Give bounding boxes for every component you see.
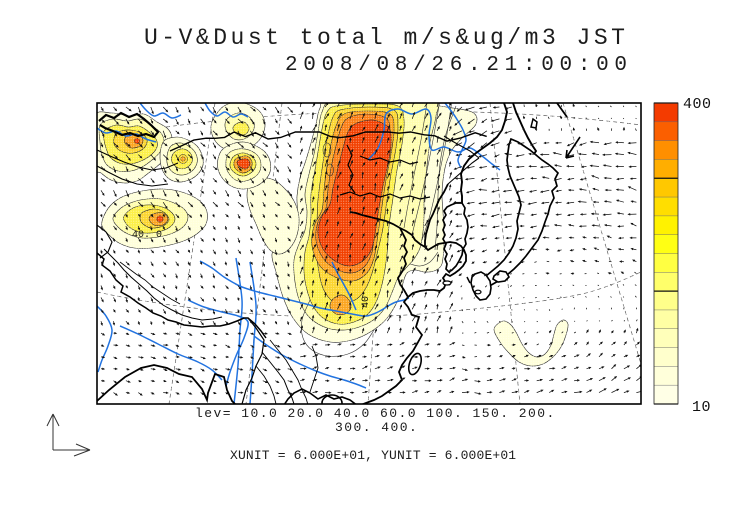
svg-text:lev= 10.0 20.0 40.0 60.0 100.: lev= 10.0 20.0 40.0 60.0 100. 150. 200. (195, 406, 556, 421)
svg-text:40. 0: 40. 0 (132, 230, 162, 241)
svg-text:U-V&Dust total m/s&ug/m3 JST: U-V&Dust total m/s&ug/m3 JST (144, 25, 628, 51)
svg-text:10: 10 (692, 399, 711, 416)
svg-text:2008/08/26.21:00:00: 2008/08/26.21:00:00 (285, 54, 633, 77)
svg-text:300. 400.: 300. 400. (335, 420, 418, 435)
svg-text:40: 40 (361, 296, 372, 308)
svg-text:XUNIT = 6.000E+01, YUNIT = 6.0: XUNIT = 6.000E+01, YUNIT = 6.000E+01 (230, 448, 516, 463)
svg-text:400: 400 (683, 96, 712, 113)
